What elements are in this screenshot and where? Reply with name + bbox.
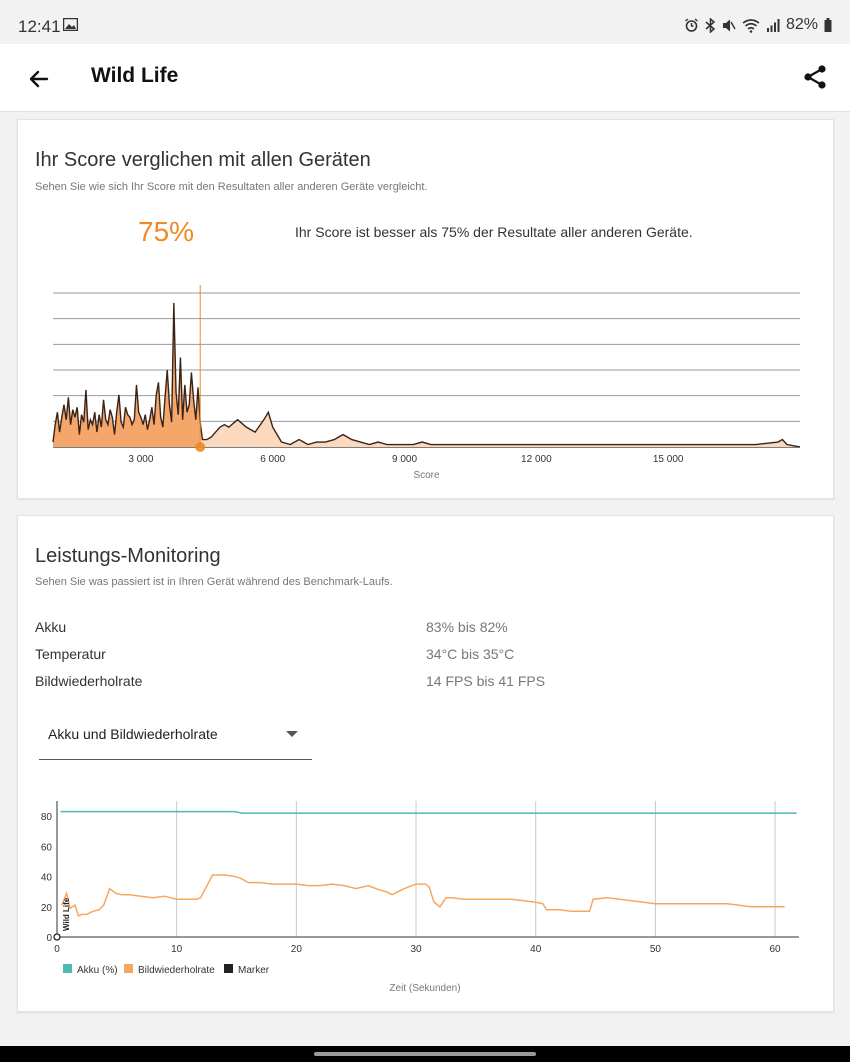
metric-value-framerate: 14 FPS bis 41 FPS [426, 673, 546, 689]
mon-y-tick-label: 60 [41, 842, 53, 853]
dropdown-selected-label: Akku und Bildwiederholrate [48, 726, 218, 742]
monitoring-card-subtitle: Sehen Sie was passiert ist in Ihren Gerä… [35, 576, 393, 588]
metric-label-temperature: Temperatur [35, 646, 106, 662]
metric-label-framerate: Bildwiederholrate [35, 673, 143, 689]
legend-swatch [224, 964, 233, 973]
legend-label: Bildwiederholrate [138, 965, 215, 976]
legend-label: Marker [238, 965, 270, 976]
legend-swatch [124, 964, 133, 973]
hist-x-axis-title: Score [413, 470, 440, 481]
legend-label: Akku (%) [77, 965, 118, 976]
hist-x-tick-label: 15 000 [653, 454, 684, 465]
wifi-icon [742, 18, 760, 33]
performance-monitoring-card: Leistungs-Monitoring Sehen Sie was passi… [17, 515, 834, 1012]
mon-x-tick-label: 50 [650, 944, 662, 955]
metric-value-battery: 83% bis 82% [426, 619, 508, 635]
score-card-subtitle: Sehen Sie wie sich Ihr Score mit den Res… [35, 181, 428, 193]
legend-swatch [63, 964, 72, 973]
page-title: Wild Life [91, 64, 179, 87]
status-bar: 12:41 82% [0, 0, 850, 44]
battery-icon [824, 18, 832, 32]
hist-area-above-score [200, 412, 800, 447]
mon-y-tick-label: 20 [41, 903, 53, 914]
battery-percent: 82% [785, 16, 818, 33]
mon-x-tick-label: 40 [530, 944, 542, 955]
monitoring-chart: 0 10 20 30 40 50 60 0 20 40 60 80 Wild Life Akku (%) B… [41, 801, 799, 994]
gallery-icon [63, 18, 78, 31]
home-gesture-handle[interactable] [314, 1052, 536, 1056]
mon-y-tick-label: 0 [46, 933, 52, 944]
mon-x-axis-title: Zeit (Sekunden) [389, 983, 460, 994]
hist-outline [52, 302, 801, 448]
score-card-title: Ihr Score verglichen mit allen Geräten [35, 149, 371, 171]
hist-x-tick-label: 3 000 [128, 454, 153, 465]
metric-value-temperature: 34°C bis 35°C [426, 646, 515, 662]
navigation-bar [0, 1046, 850, 1062]
dropdown-arrow-icon [286, 731, 298, 737]
battery-series-line [60, 810, 797, 814]
mon-x-tick-label: 30 [410, 944, 422, 955]
chart-series-dropdown[interactable]: Akku und Bildwiederholrate [39, 714, 312, 760]
percentile-description: Ihr Score ist besser als 75% der Resulta… [295, 224, 693, 240]
score-comparison-card: Ihr Score verglichen mit allen Geräten S… [17, 119, 834, 499]
signal-icon [766, 18, 780, 32]
share-icon[interactable] [802, 64, 828, 90]
marker-label: Wild Life [62, 897, 71, 931]
mon-x-tick-label: 10 [171, 944, 183, 955]
user-score-marker [195, 442, 206, 452]
status-time: 12:41 [18, 17, 61, 36]
mon-y-tick-label: 80 [41, 812, 53, 823]
mute-icon [722, 19, 736, 31]
monitoring-card-title: Leistungs-Monitoring [35, 545, 221, 567]
mon-x-tick-label: 0 [54, 944, 60, 955]
back-arrow-icon[interactable] [24, 64, 54, 94]
bluetooth-icon [705, 17, 716, 33]
status-icons: 82% [684, 16, 832, 34]
alarm-icon [685, 17, 698, 32]
mon-x-tick-label: 60 [770, 944, 782, 955]
percentile-value: 75% [138, 216, 195, 247]
app-bar: Wild Life [0, 44, 850, 112]
hist-area-below-score [53, 302, 201, 447]
marker-point [53, 933, 61, 941]
mon-y-tick-label: 40 [41, 873, 53, 884]
hist-x-tick-label: 6 000 [260, 454, 285, 465]
metric-label-battery: Akku [35, 619, 67, 635]
mon-x-tick-label: 20 [291, 944, 303, 955]
score-distribution-chart: 3 000 6 000 9 000 12 000 15 000 Score [52, 285, 801, 481]
hist-x-tick-label: 12 000 [521, 454, 552, 465]
hist-x-tick-label: 9 000 [392, 454, 417, 465]
framerate-series-line [61, 874, 785, 917]
